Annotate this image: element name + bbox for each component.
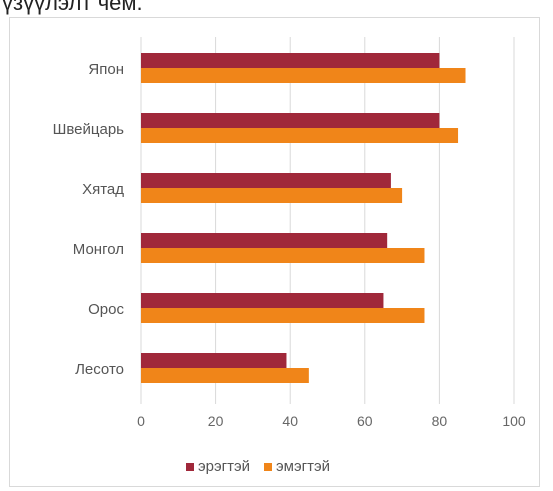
- legend-label-female: эмэгтэй: [276, 458, 331, 475]
- category-label: Хятад: [82, 181, 124, 198]
- legend-swatch-female: [264, 462, 273, 471]
- x-tick-label: 40: [282, 413, 298, 429]
- legend-label-male: эрэгтэй: [198, 458, 251, 475]
- category-label: Монгол: [73, 241, 124, 258]
- bar-female: [141, 248, 425, 263]
- category-label: Орос: [88, 301, 124, 318]
- bar-female: [141, 308, 425, 323]
- chart-legend: эрэгтэй эмэгтэй: [186, 458, 330, 475]
- bar-male: [141, 293, 384, 308]
- bar-male: [141, 353, 287, 368]
- x-tick-label: 80: [432, 413, 448, 429]
- category-label: Лесото: [75, 361, 124, 378]
- bar-male: [141, 113, 440, 128]
- x-tick-label: 0: [137, 413, 145, 429]
- x-tick-label: 20: [208, 413, 224, 429]
- bar-female: [141, 128, 459, 143]
- legend-item-female: эмэгтэй: [264, 458, 330, 475]
- bar-male: [141, 233, 388, 248]
- bar-female: [141, 188, 403, 203]
- category-label: Япон: [88, 61, 124, 78]
- x-tick-label: 60: [357, 413, 373, 429]
- bar-female: [141, 368, 309, 383]
- legend-item-male: эрэгтэй: [186, 458, 250, 475]
- bar-male: [141, 173, 391, 188]
- x-tick-label: 100: [502, 413, 526, 429]
- category-label: Швейцарь: [53, 121, 125, 138]
- bar-male: [141, 53, 440, 68]
- legend-swatch-male: [186, 462, 194, 471]
- top-caption: үзүүлэлт чем.: [2, 0, 143, 15]
- bar-female: [141, 68, 466, 83]
